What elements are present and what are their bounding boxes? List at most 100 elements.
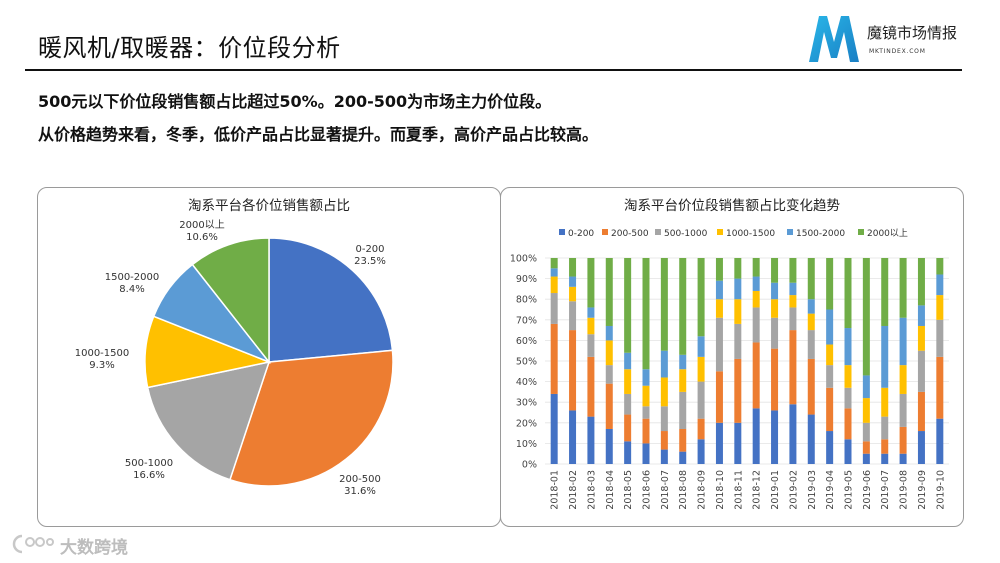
bar-segment xyxy=(771,299,779,318)
y-tick-label: 100% xyxy=(510,254,537,265)
bar-segment xyxy=(807,358,815,415)
bar-segment xyxy=(715,299,723,318)
legend-label: 200-500 xyxy=(611,229,649,239)
x-tick-label: 2019-08 xyxy=(899,470,910,510)
x-tick-label: 2018-03 xyxy=(586,470,597,510)
pie-value-1500-2000: 8.4% xyxy=(119,284,144,295)
bar-segment xyxy=(771,258,779,283)
bar-segment xyxy=(771,410,779,464)
bar-segment xyxy=(807,330,815,359)
pie-slice-0-200 xyxy=(268,237,394,363)
y-tick-label: 60% xyxy=(516,336,537,347)
watermark-logo-icon xyxy=(12,534,54,554)
bar-segment xyxy=(844,408,852,440)
bar-segment xyxy=(642,369,650,386)
y-tick-label: 30% xyxy=(516,398,537,409)
bar-segment xyxy=(807,299,815,314)
y-tick-label: 70% xyxy=(516,315,537,326)
bar-segment xyxy=(697,336,705,357)
brand-m-icon xyxy=(809,16,859,62)
summary-line-1: 500元以下价位段销售额占比超过50%。200-500为市场主力价位段。 xyxy=(38,92,552,111)
y-tick-label: 40% xyxy=(516,377,537,388)
bar-segment xyxy=(752,258,760,277)
bar-segment xyxy=(862,441,870,454)
legend-swatch xyxy=(858,229,864,235)
x-tick-label: 2019-03 xyxy=(807,470,818,510)
bar-segment xyxy=(679,391,687,429)
bar-chart-title: 淘系平台价位段销售额占比变化趋势 xyxy=(624,198,840,214)
page-title: 暖风机/取暖器：价位段分析 xyxy=(38,34,341,62)
bar-segment xyxy=(936,258,944,275)
bar-segment xyxy=(660,431,668,450)
bar-segment xyxy=(624,414,632,442)
bar-segment xyxy=(899,393,907,427)
bar-segment xyxy=(569,410,577,464)
bar-segment xyxy=(679,451,687,464)
bar-segment xyxy=(624,352,632,370)
pie-chart-title: 淘系平台各价位销售额占比 xyxy=(188,198,350,214)
legend-label: 0-200 xyxy=(568,229,594,239)
title-divider xyxy=(25,69,962,71)
bar-segment xyxy=(826,431,834,464)
x-tick-label: 2018-12 xyxy=(752,470,763,510)
pie-slice-500-1000 xyxy=(146,360,271,481)
bar-segment xyxy=(862,258,870,376)
bar-segment xyxy=(550,393,558,464)
legend-label: 2000以上 xyxy=(867,228,908,239)
x-tick-label: 2018-10 xyxy=(715,470,726,510)
x-tick-label: 2019-01 xyxy=(770,470,781,510)
pie-value-1000-1500: 9.3% xyxy=(89,360,114,371)
stacked-bar-chart-panel: 淘系平台价位段销售额占比变化趋势 0-200 200-500 500-1000 1000… xyxy=(500,187,964,527)
x-tick-label: 2019-04 xyxy=(825,470,836,510)
y-tick-label: 90% xyxy=(516,274,537,285)
pie-value-0-200: 23.5% xyxy=(354,256,386,267)
bar-segment xyxy=(881,416,889,440)
x-tick-label: 2019-06 xyxy=(862,470,873,510)
x-tick-label: 2018-01 xyxy=(550,470,561,510)
pie-label-1000-1500: 1000-1500 xyxy=(75,348,130,359)
bar-segment xyxy=(881,439,889,454)
bar-segment xyxy=(587,307,595,318)
y-tick-label: 20% xyxy=(516,418,537,429)
bar-segment xyxy=(862,422,870,442)
bar-segment xyxy=(569,276,577,287)
bar-segment xyxy=(844,439,852,464)
pie-label-0-200: 0-200 xyxy=(355,244,384,255)
bar-segment xyxy=(862,453,870,464)
legend-label: 1500-2000 xyxy=(796,229,845,239)
bar-segment xyxy=(807,313,815,331)
bar-segment xyxy=(752,408,760,464)
bar-segment xyxy=(569,301,577,331)
bar-segment xyxy=(789,307,797,331)
brand-url: MKTINDEX.COM xyxy=(869,48,926,55)
bar-segment xyxy=(587,317,595,335)
bar-segment xyxy=(550,276,558,294)
bar-segment xyxy=(679,428,687,452)
bar-segment xyxy=(697,381,705,419)
bar-segment xyxy=(569,258,577,277)
bar-segment xyxy=(605,383,613,429)
bar-segment xyxy=(660,377,668,407)
bar-segment xyxy=(826,387,834,432)
bar-segment xyxy=(715,280,723,300)
bar-segment xyxy=(844,387,852,409)
bar-segment xyxy=(899,317,907,366)
bar-segment xyxy=(917,258,925,306)
bar-segment xyxy=(587,356,595,417)
bar-segment xyxy=(734,323,742,359)
bar-segment xyxy=(807,414,815,464)
bar-segment xyxy=(715,317,723,372)
bar-segment xyxy=(734,422,742,464)
bar-segment xyxy=(642,406,650,419)
bar-segment xyxy=(936,274,944,296)
bar-segment xyxy=(771,348,779,411)
bar-chart-legend: 0-200 200-500 500-1000 1000-1500 1500-2000 20… xyxy=(559,228,908,239)
bar-segment xyxy=(881,387,889,417)
bar-segment xyxy=(587,258,595,308)
pie-slice-2000plus xyxy=(191,237,270,365)
x-tick-label: 2018-11 xyxy=(733,470,744,510)
bar-segment xyxy=(752,276,760,291)
bar-segment xyxy=(660,350,668,378)
x-tick-label: 2019-07 xyxy=(880,470,891,510)
